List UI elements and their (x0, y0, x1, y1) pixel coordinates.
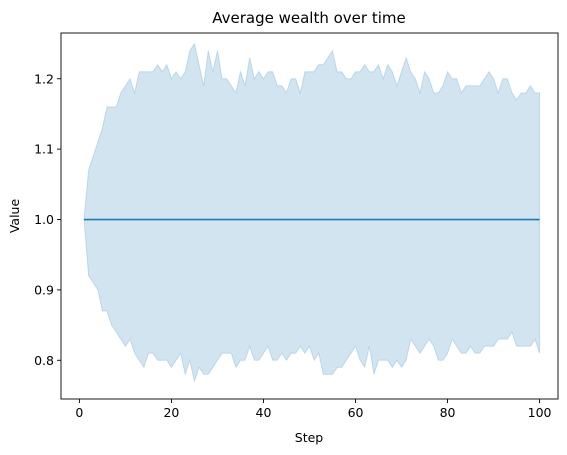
y-tick-label: 1.2 (34, 71, 54, 86)
axes-frame (60, 32, 559, 400)
confidence-band (83, 42, 541, 384)
x-tick-label: 40 (256, 405, 272, 420)
x-tick-label: 80 (440, 405, 456, 420)
y-tick-label: 0.9 (34, 282, 54, 297)
x-tick-label: 0 (75, 405, 83, 420)
y-axis-label: Value (7, 199, 22, 234)
y-tick-label: 1.1 (34, 142, 54, 157)
y-tick-label: 0.8 (34, 353, 54, 368)
x-tick-label: 100 (528, 405, 552, 420)
x-tick-label: 20 (163, 405, 179, 420)
plot-area (61, 33, 558, 399)
series-layer (83, 42, 541, 384)
x-axis-label: Step (295, 430, 324, 445)
x-tick-label: 60 (348, 405, 364, 420)
chart-title: Average wealth over time (212, 9, 405, 27)
axes-layer: 0 20 40 60 80 100 0.8 0.9 1.0 1.1 1.2 (34, 32, 559, 420)
y-tick-label: 1.0 (34, 212, 54, 227)
